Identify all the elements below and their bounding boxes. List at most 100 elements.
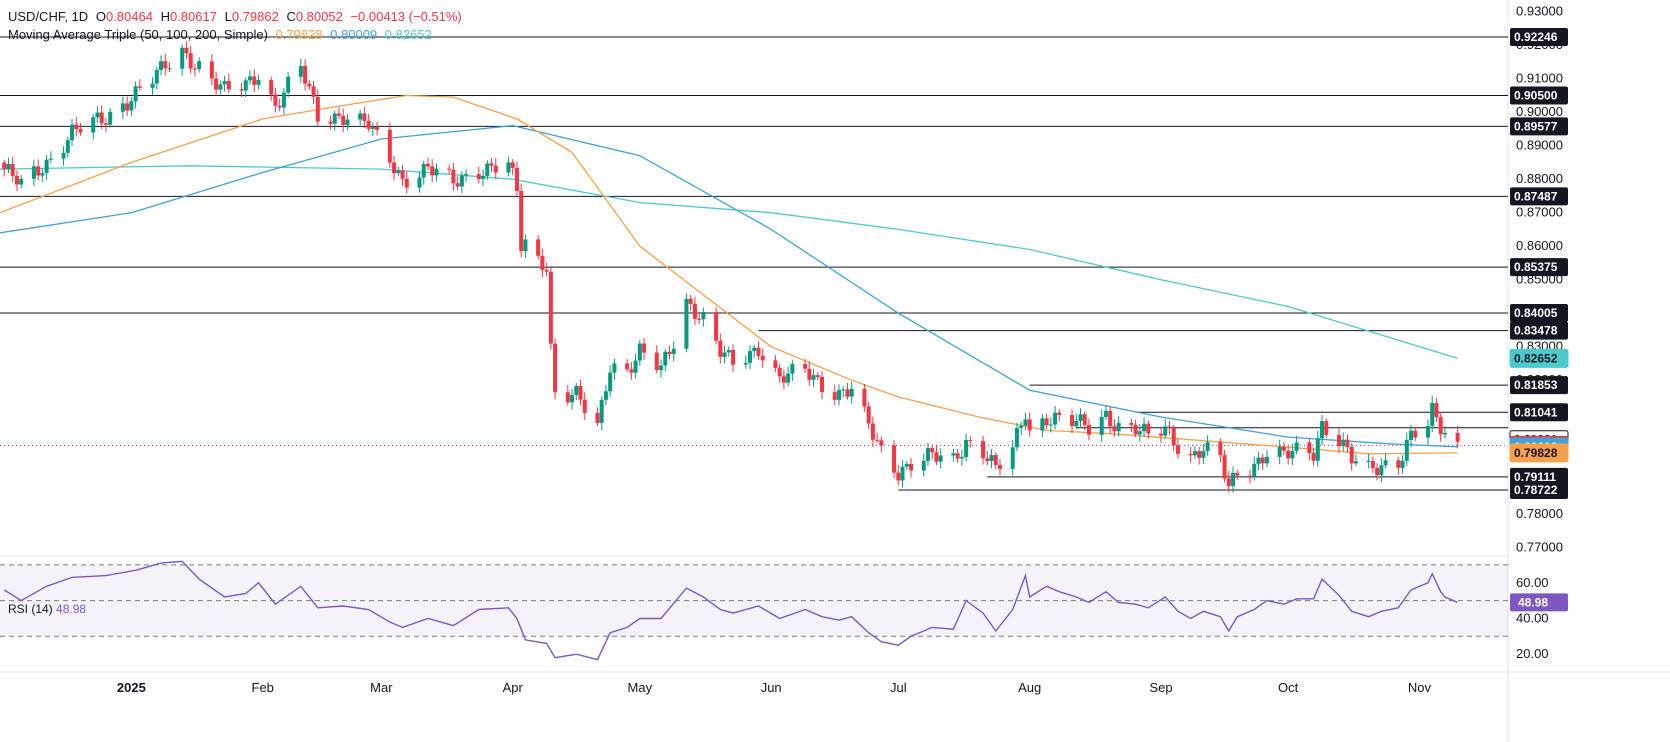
rsi-tick-label: 40.00	[1516, 610, 1549, 625]
candle-body	[226, 81, 231, 90]
candle-body	[506, 162, 511, 173]
close-value: 0.80052	[295, 9, 343, 24]
candle-body	[485, 163, 490, 176]
price-tick-label: 0.77000	[1516, 540, 1563, 555]
candle-body	[625, 363, 630, 370]
candle-body	[1167, 426, 1172, 429]
candle-body	[574, 385, 579, 396]
candle-body	[811, 375, 816, 380]
level-tag-label: 0.81853	[1514, 378, 1558, 392]
candle-body	[120, 103, 125, 112]
horizontal-levels	[0, 36, 1508, 491]
candle-body	[197, 61, 202, 70]
candle-body	[989, 455, 994, 461]
candle-body	[44, 159, 49, 174]
candle-body	[129, 101, 134, 111]
candle-body	[603, 391, 608, 400]
candle-body	[642, 343, 647, 353]
level-tag-label: 0.84005	[1514, 306, 1558, 320]
time-tick-label: Oct	[1278, 680, 1299, 695]
time-tick-label: Aug	[1018, 680, 1041, 695]
candle-body	[1070, 414, 1075, 427]
candle-body	[1425, 425, 1430, 438]
candle-body	[434, 168, 439, 176]
candle-body	[1455, 432, 1460, 442]
candle-body	[1074, 420, 1079, 427]
time-axis[interactable]: 2025 Feb Mar Apr May Jun Jul Aug Sep Oct Nov	[117, 680, 1432, 695]
candle-body	[307, 83, 312, 87]
candle-body	[387, 129, 392, 163]
candle-body	[659, 365, 664, 371]
candle-body	[1260, 457, 1265, 464]
candle-body	[925, 448, 930, 461]
candle-body	[667, 351, 672, 355]
candle-body	[459, 175, 464, 187]
candle-body	[1099, 417, 1104, 435]
candle-body	[1320, 421, 1325, 439]
candle-body	[1383, 460, 1388, 466]
candle-body	[1404, 439, 1409, 461]
price-tag-ma200	[1509, 348, 1569, 368]
level-tag-label: 0.85375	[1514, 260, 1558, 274]
candle-body	[637, 343, 642, 361]
candle-body	[981, 441, 986, 459]
indicator-legend[interactable]: Moving Average Triple (50, 100, 200, Sim…	[8, 27, 436, 42]
candle-body	[366, 120, 371, 129]
candle-body	[964, 440, 969, 458]
candle-body	[1142, 423, 1147, 432]
candle-body	[1057, 412, 1062, 415]
candle-body	[65, 140, 70, 153]
candle-body	[1438, 417, 1443, 435]
candle-body	[731, 349, 736, 365]
candle-body	[1201, 451, 1206, 458]
candle-body	[1311, 453, 1316, 461]
candle-body	[701, 311, 706, 320]
candle-body	[1175, 445, 1180, 454]
candle-body	[540, 255, 545, 270]
candle-body	[70, 124, 75, 141]
candle-body	[256, 80, 261, 85]
rsi-value-tag	[1510, 593, 1568, 612]
rsi-tick-label: 20.00	[1516, 646, 1549, 661]
candle-body	[930, 448, 935, 453]
candle-body	[938, 455, 943, 462]
candle-body	[904, 463, 909, 467]
candle-body	[1103, 410, 1108, 418]
candle-body	[921, 460, 926, 471]
candle-body	[514, 167, 519, 191]
candle-body	[836, 390, 841, 400]
candle-body	[1171, 428, 1176, 446]
candle-body	[773, 360, 778, 368]
candles	[2, 41, 1460, 493]
candle-body	[1434, 403, 1439, 418]
candle-body	[78, 129, 83, 133]
rsi-legend[interactable]: RSI (14) 48.98	[8, 602, 86, 616]
candle-body	[815, 375, 820, 377]
candle-body	[1014, 427, 1019, 448]
low-value: 0.79862	[231, 9, 279, 24]
candle-body	[1197, 451, 1202, 458]
candle-body	[582, 399, 587, 413]
candle-body	[879, 440, 884, 446]
candle-body	[790, 363, 795, 374]
price-tick-label: 0.90000	[1516, 104, 1563, 119]
symbol-legend[interactable]: USD/CHF, 1D O0.80464 H0.80617 L0.79862 C…	[8, 9, 466, 24]
open-value: 0.80464	[105, 9, 153, 24]
candle-body	[108, 111, 113, 125]
candle-body	[1019, 425, 1024, 428]
rsi-band	[0, 564, 1508, 637]
candle-body	[1349, 446, 1354, 464]
candle-body	[99, 112, 104, 124]
candle-body	[328, 121, 333, 124]
candle-body	[1133, 424, 1138, 435]
candle-body	[1192, 451, 1197, 456]
candle-body	[1413, 430, 1418, 438]
candle-body	[192, 68, 197, 70]
candle-body	[341, 115, 346, 125]
high-value: 0.80617	[169, 9, 217, 24]
candle-body	[781, 376, 786, 383]
candle-body	[336, 113, 341, 116]
candle-body	[807, 368, 812, 380]
candle-body	[493, 165, 498, 173]
